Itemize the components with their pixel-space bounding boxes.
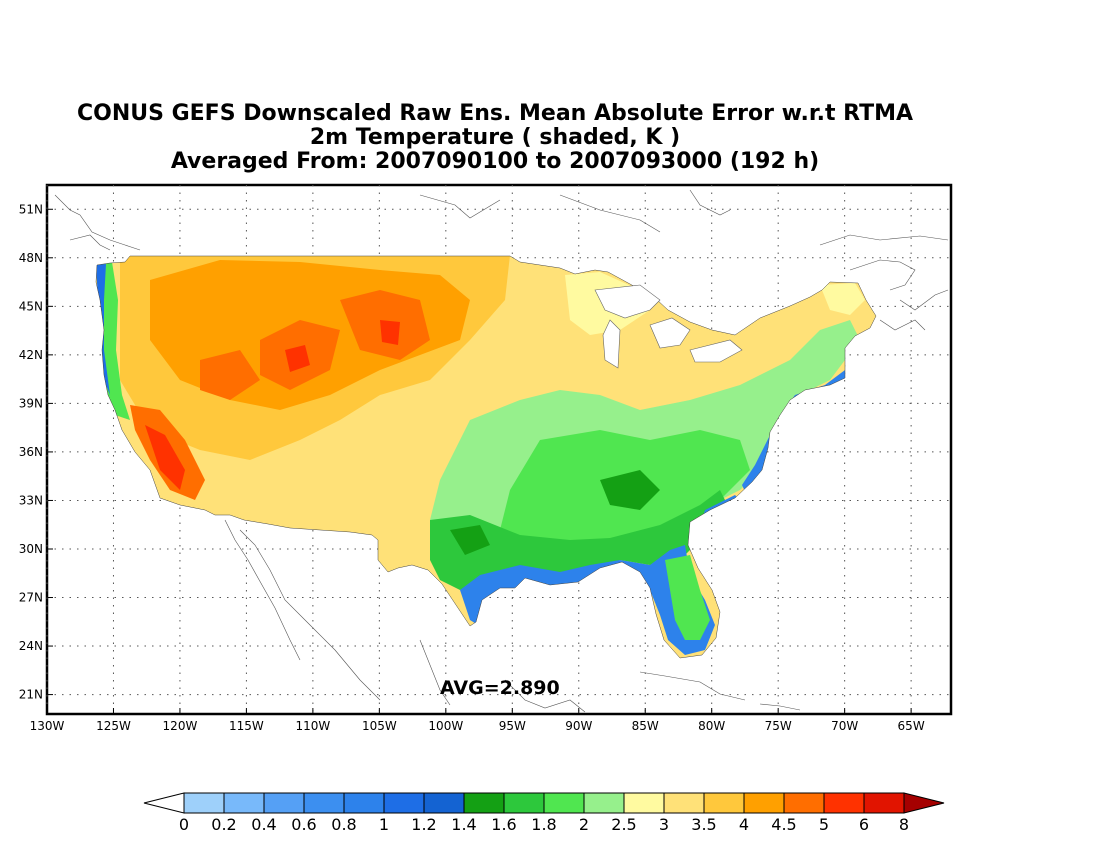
colorbar-label: 6 xyxy=(859,815,869,834)
lat-tick-label: 27N xyxy=(19,591,43,605)
colorbar-label: 1.6 xyxy=(491,815,516,834)
colorbar-label: 2.5 xyxy=(611,815,636,834)
colorbar-label: 3.5 xyxy=(691,815,716,834)
colorbar-label: 0.8 xyxy=(331,815,356,834)
lat-tick-label: 39N xyxy=(19,396,43,410)
colorbar-swatch xyxy=(423,792,465,814)
great-lakes xyxy=(594,284,743,369)
colorbar-swatch xyxy=(343,792,385,814)
lon-tick-label: 110W xyxy=(295,719,330,733)
colorbar-swatch xyxy=(743,792,785,814)
lon-tick-label: 85W xyxy=(632,719,659,733)
colorbar-label: 0.6 xyxy=(291,815,316,834)
title-line-1: CONUS GEFS Downscaled Raw Ens. Mean Abso… xyxy=(76,101,914,126)
lat-tick-label: 42N xyxy=(19,348,43,362)
lon-tick-label: 90W xyxy=(565,719,592,733)
colorbar-under-triangle xyxy=(143,792,185,814)
lat-tick-label: 21N xyxy=(19,688,43,702)
colorbar-swatch xyxy=(183,792,225,814)
map-title: CONUS GEFS Downscaled Raw Ens. Mean Abso… xyxy=(0,102,990,174)
colorbar-swatch xyxy=(583,792,625,814)
colorbar-swatch xyxy=(503,792,545,814)
colorbar-swatch xyxy=(463,792,505,814)
colorbar-label: 1.2 xyxy=(411,815,436,834)
colorbar-swatch xyxy=(783,792,825,814)
lon-tick-label: 125W xyxy=(96,719,131,733)
colorbar-swatch xyxy=(223,792,265,814)
latitude-tick-labels: 51N 48N 45N 42N 39N 36N 33N 30N 27N 24N 21N xyxy=(19,202,43,701)
colorbar-label: 1.8 xyxy=(531,815,556,834)
lat-tick-label: 48N xyxy=(19,251,43,265)
lon-tick-label: 115W xyxy=(229,719,264,733)
colorbar-swatch xyxy=(543,792,585,814)
colorbar-label: 4 xyxy=(739,815,749,834)
colorbar: 0 0.2 0.4 0.6 0.8 1 1.2 1.4 1.6 1.8 2 2.5 3 3.5 4 4.5 5 6… xyxy=(143,792,945,834)
lat-tick-label: 24N xyxy=(19,639,43,653)
lon-tick-label: 95W xyxy=(499,719,526,733)
lon-tick-label: 100W xyxy=(428,719,463,733)
lat-tick-label: 33N xyxy=(19,493,43,507)
colorbar-over-triangle xyxy=(903,792,945,814)
colorbar-label: 3 xyxy=(659,815,669,834)
colorbar-swatch xyxy=(623,792,665,814)
lon-tick-label: 80W xyxy=(698,719,725,733)
lat-tick-label: 51N xyxy=(19,202,43,216)
colorbar-swatch xyxy=(663,792,705,814)
lon-tick-label: 130W xyxy=(30,719,65,733)
lon-tick-label: 65W xyxy=(898,719,925,733)
longitude-tick-labels: 130W 125W 120W 115W 110W 105W 100W 95W 90W 85W 80W… xyxy=(30,719,925,733)
colorbar-label: 0.2 xyxy=(211,815,236,834)
colorbar-swatch xyxy=(303,792,345,814)
average-annotation: AVG=2.890 xyxy=(440,677,560,699)
lat-tick-label: 36N xyxy=(19,445,43,459)
colorbar-label: 8 xyxy=(899,815,909,834)
colorbar-label: 5 xyxy=(819,815,829,834)
colorbar-swatch xyxy=(823,792,865,814)
lat-tick-label: 30N xyxy=(19,542,43,556)
colorbar-swatch xyxy=(263,792,305,814)
lon-tick-label: 105W xyxy=(362,719,397,733)
title-line-2: 2m Temperature ( shaded, K ) xyxy=(309,125,681,150)
title-line-3: Averaged From: 2007090100 to 2007093000 … xyxy=(170,149,820,174)
colorbar-label: 0 xyxy=(179,815,189,834)
colorbar-swatch xyxy=(863,792,905,814)
colorbar-swatch xyxy=(703,792,745,814)
lon-tick-label: 70W xyxy=(831,719,858,733)
lon-tick-label: 120W xyxy=(163,719,198,733)
lat-tick-label: 45N xyxy=(19,299,43,313)
colorbar-label: 4.5 xyxy=(771,815,796,834)
lon-tick-label: 75W xyxy=(765,719,792,733)
colorbar-label: 0.4 xyxy=(251,815,276,834)
colorbar-swatch xyxy=(383,792,425,814)
colorbar-label: 1 xyxy=(379,815,389,834)
colorbar-label: 1.4 xyxy=(451,815,476,834)
colorbar-label: 2 xyxy=(579,815,589,834)
